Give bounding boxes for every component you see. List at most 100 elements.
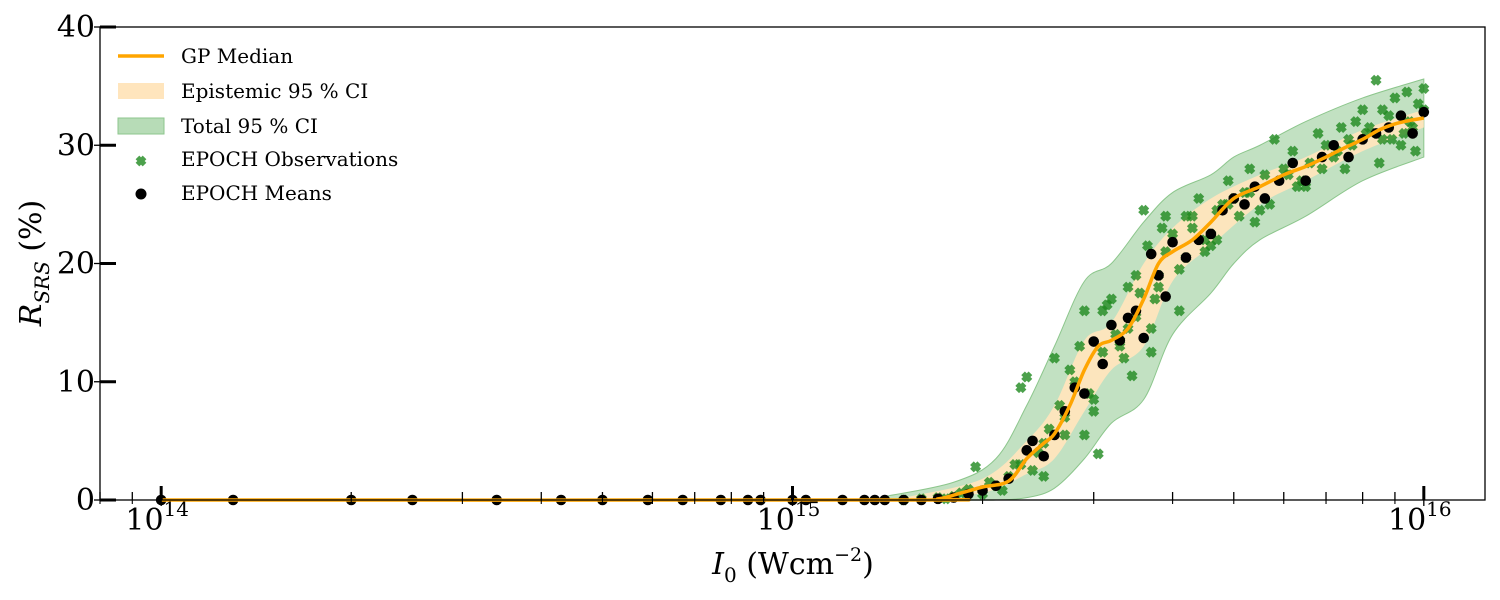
observation-point xyxy=(1357,104,1369,116)
mean-point xyxy=(1138,332,1149,344)
observation-point xyxy=(1074,340,1086,352)
y-tick-label: 30 xyxy=(57,128,95,163)
observation-point xyxy=(1259,169,1271,181)
mean-point xyxy=(1418,106,1430,118)
observation-point xyxy=(1064,364,1076,376)
observation-point xyxy=(1409,145,1421,157)
observation-point xyxy=(1097,305,1109,317)
legend-means-label: EPOCH Means xyxy=(181,181,332,205)
observation-point xyxy=(1078,429,1090,441)
mean-point xyxy=(1300,175,1312,187)
observation-point xyxy=(1373,157,1385,169)
observation-point xyxy=(1316,163,1328,175)
legend-observation-marker xyxy=(135,155,147,167)
observation-point xyxy=(1418,82,1430,95)
observation-point xyxy=(1386,133,1398,145)
observation-point xyxy=(1118,352,1130,364)
legend-total-label: Total 95 % CI xyxy=(181,114,318,138)
observation-point xyxy=(1320,139,1332,151)
observation-point xyxy=(1105,293,1117,305)
mean-point xyxy=(1079,388,1090,399)
mean-point xyxy=(1328,139,1340,151)
observation-point xyxy=(1233,210,1245,222)
y-tick-label: 10 xyxy=(57,365,95,400)
mean-point xyxy=(1088,336,1100,347)
observation-point xyxy=(1048,352,1060,364)
y-axis-ticks: 0 10 20 30 40 xyxy=(57,10,116,518)
y-tick-label: 20 xyxy=(57,247,95,282)
y-axis-label: RSRS (%) xyxy=(14,200,54,328)
observation-point xyxy=(1222,175,1234,187)
mean-point xyxy=(1167,236,1178,248)
observation-point xyxy=(1153,281,1165,293)
legend-total-swatch xyxy=(117,117,165,135)
observation-point xyxy=(1401,86,1413,98)
observation-point xyxy=(1015,382,1027,394)
observation-point xyxy=(1193,192,1205,204)
mean-point xyxy=(1106,319,1117,331)
observation-point xyxy=(1335,121,1347,134)
observation-point xyxy=(1180,210,1192,222)
observation-point xyxy=(1092,448,1104,460)
mean-point xyxy=(1180,252,1192,263)
observation-point xyxy=(1088,393,1100,406)
observation-point xyxy=(1268,133,1280,145)
legend-observations-label: EPOCH Observations xyxy=(181,147,398,171)
observation-point xyxy=(1141,240,1154,252)
observation-point xyxy=(1350,116,1362,128)
legend-epistemic-swatch xyxy=(118,83,164,99)
observation-point xyxy=(1339,163,1351,175)
observation-point xyxy=(1199,246,1211,258)
observation-point xyxy=(1395,139,1407,151)
observation-point xyxy=(1244,163,1256,175)
observation-point xyxy=(1134,287,1146,299)
observation-point xyxy=(1312,127,1324,139)
observation-point xyxy=(1088,405,1100,417)
x-tick-label: 1016 xyxy=(1388,497,1452,538)
observation-point xyxy=(1078,305,1090,317)
mean-point xyxy=(1343,151,1354,163)
observation-point xyxy=(1249,216,1261,228)
mean-point xyxy=(1287,157,1299,169)
observation-point xyxy=(1167,228,1179,240)
median-layer xyxy=(161,116,1425,502)
x-tick-label: 1014 xyxy=(125,497,189,538)
gp-median-line xyxy=(161,116,1425,502)
observation-point xyxy=(1156,222,1168,234)
mean-point xyxy=(1407,128,1418,139)
mean-point xyxy=(1160,291,1171,302)
observation-point xyxy=(1389,92,1401,104)
legend-means-swatch xyxy=(135,188,147,200)
observation-point xyxy=(1160,210,1172,222)
mean-point xyxy=(1145,248,1157,260)
mean-point xyxy=(1239,199,1250,210)
legend-median-label: GP Median xyxy=(181,44,293,68)
observation-point xyxy=(1254,204,1266,216)
mean-point xyxy=(1038,450,1050,462)
x-axis-label: I0 (Wcm−2) xyxy=(711,544,874,587)
mean-point xyxy=(1205,228,1217,240)
legend-epistemic-label: Epistemic 95 % CI xyxy=(181,79,368,103)
mean-point xyxy=(1021,445,1033,456)
mean-point xyxy=(1122,312,1134,324)
mean-point xyxy=(1027,435,1038,447)
observation-point xyxy=(1145,346,1157,358)
observation-point xyxy=(1038,470,1050,482)
y-tick-label: 0 xyxy=(76,483,95,518)
observation-point xyxy=(1398,127,1410,139)
observation-point xyxy=(1021,371,1033,383)
observation-point xyxy=(1138,204,1150,216)
observation-point xyxy=(970,461,982,473)
observation-point xyxy=(1149,293,1161,305)
observation-point xyxy=(1370,74,1382,86)
observation-point xyxy=(1122,281,1134,293)
legend: GP Median Epistemic 95 % CI Total 95 % C… xyxy=(117,44,398,205)
observation-point xyxy=(1126,370,1138,382)
observation-point xyxy=(1383,110,1395,122)
x-axis-ticks: 1014 1015 1016 xyxy=(99,486,1452,538)
observation-point xyxy=(1186,222,1198,234)
observation-point xyxy=(1097,346,1109,358)
observation-point xyxy=(1145,323,1157,335)
mean-point xyxy=(1097,358,1109,370)
